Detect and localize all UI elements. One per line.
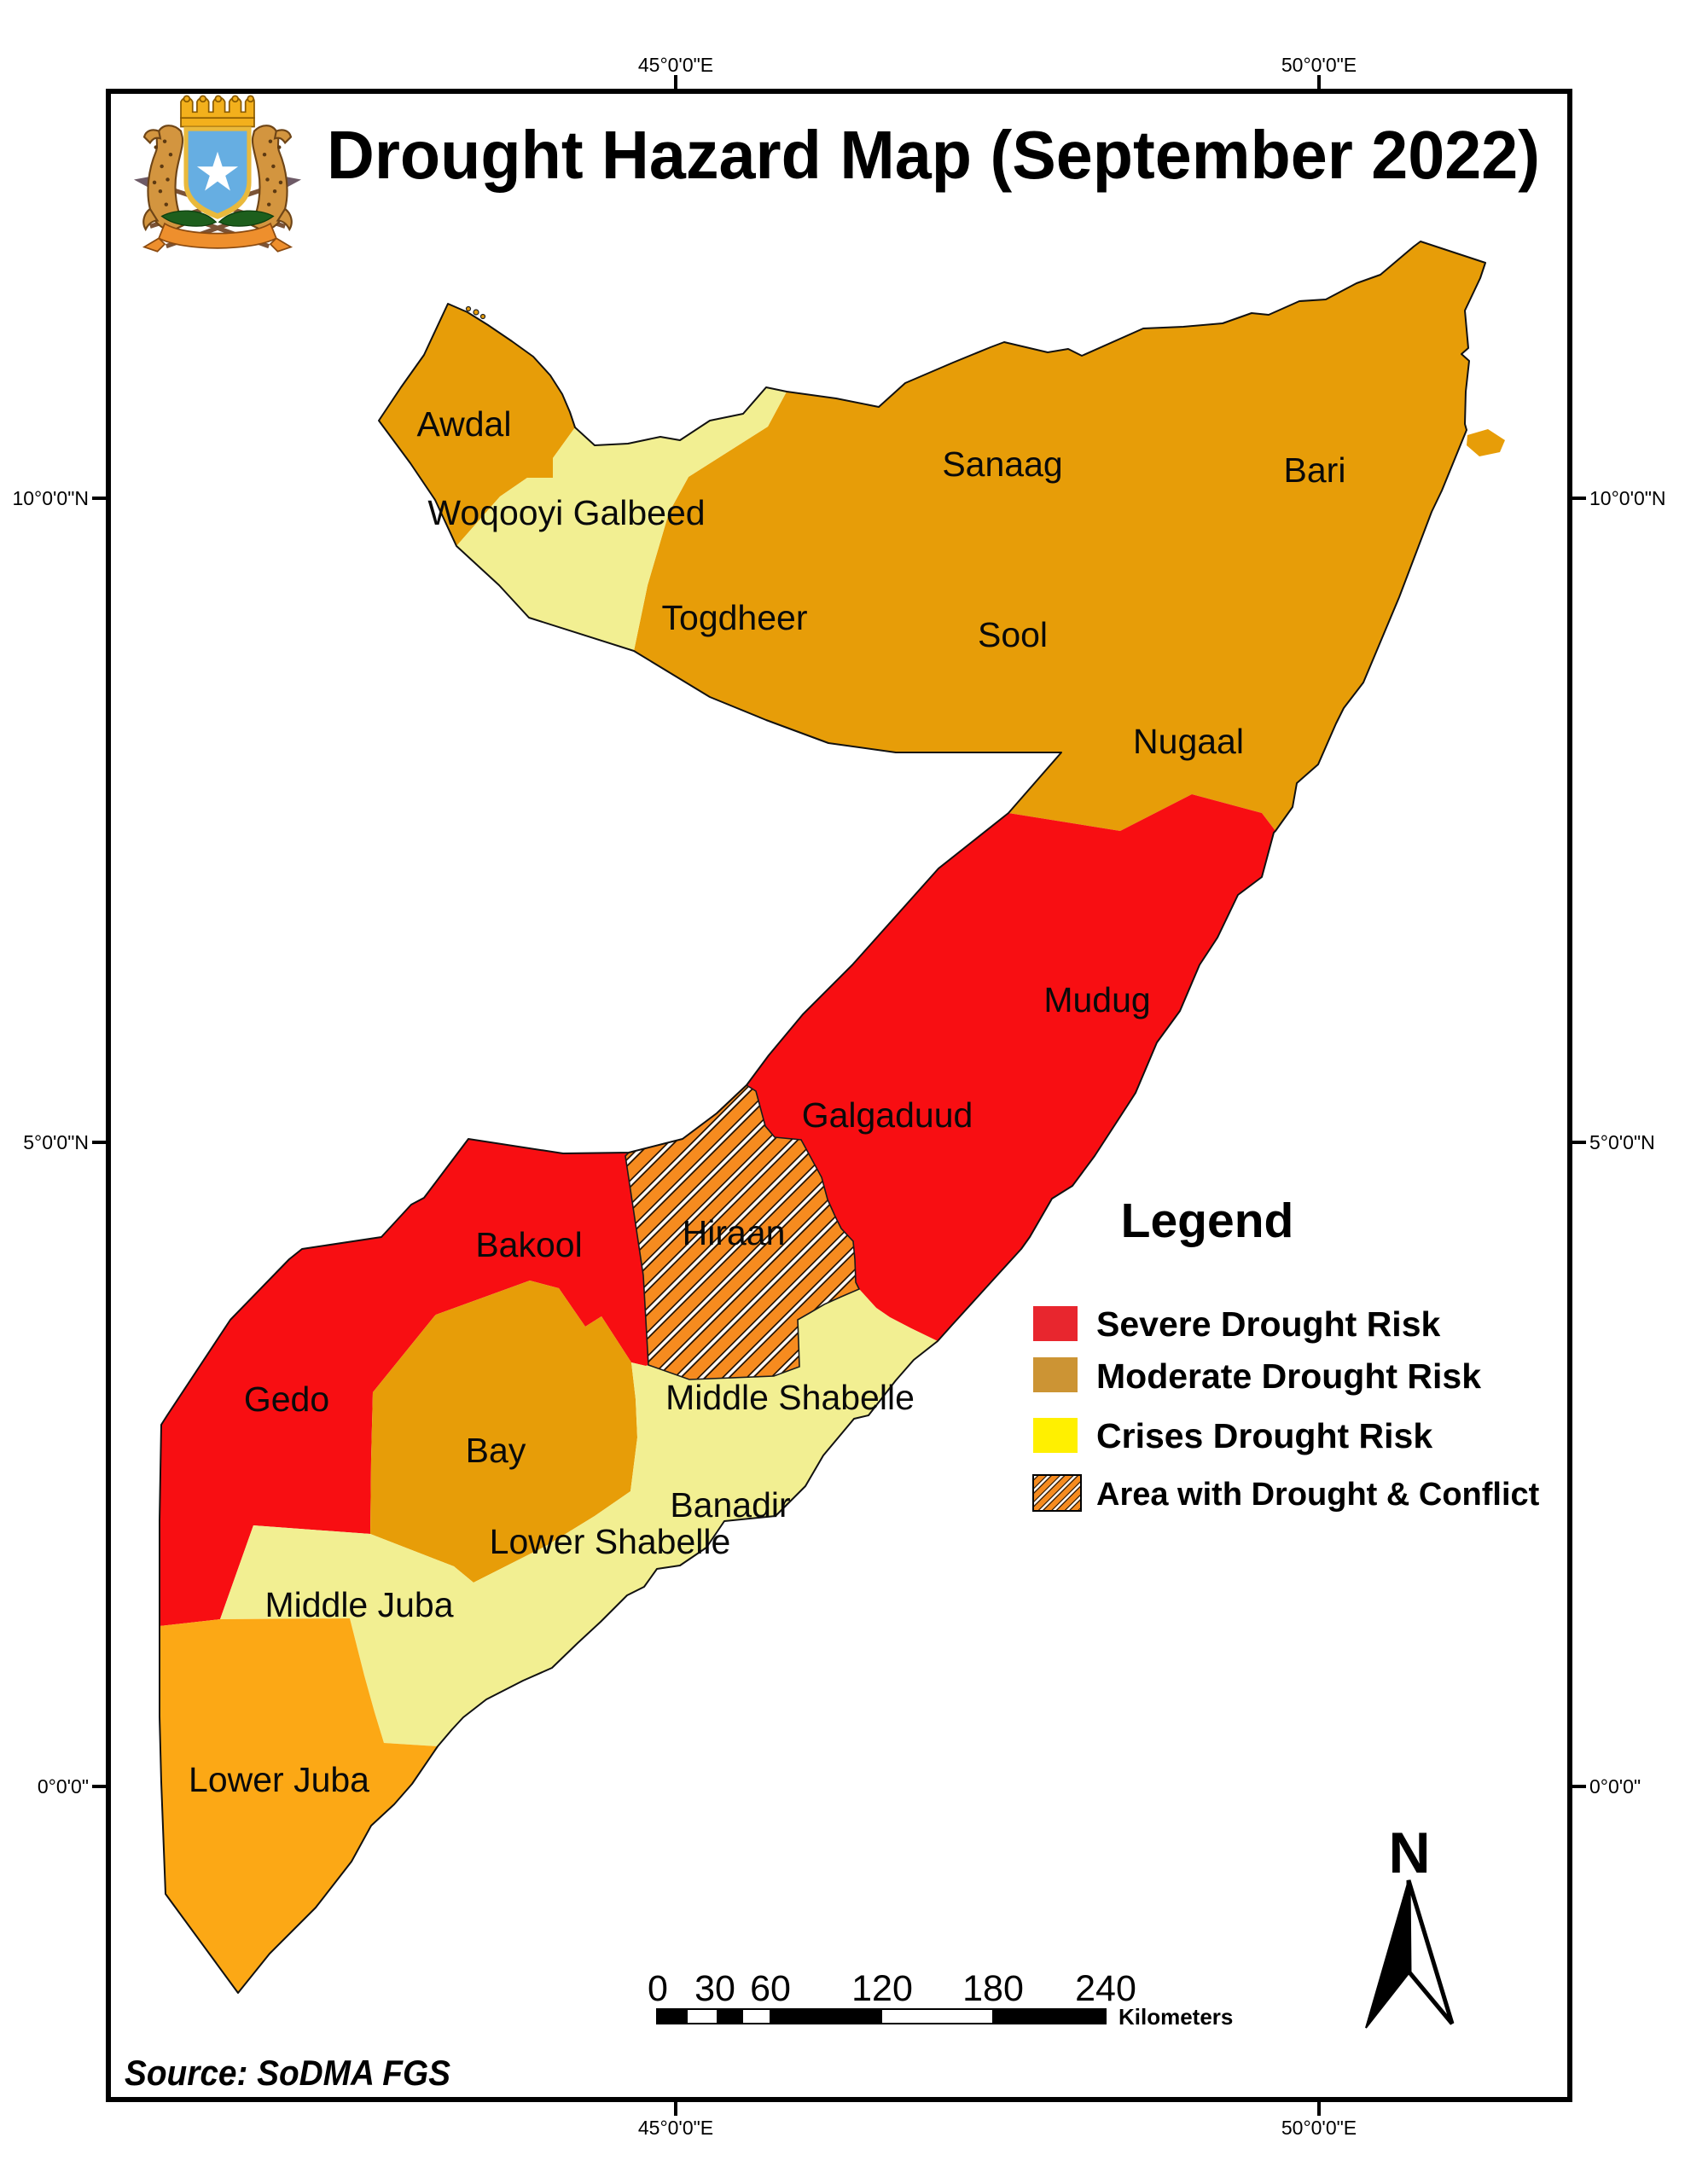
- svg-text:120: 120: [851, 1968, 913, 2009]
- svg-text:Severe Drought Risk: Severe Drought Risk: [1096, 1304, 1440, 1344]
- svg-text:Moderate Drought Risk: Moderate Drought Risk: [1096, 1356, 1481, 1396]
- svg-text:180: 180: [962, 1968, 1024, 2009]
- svg-text:Kilometers: Kilometers: [1118, 2004, 1233, 2030]
- svg-text:Legend: Legend: [1121, 1194, 1294, 1248]
- svg-text:Nugaal: Nugaal: [1133, 722, 1244, 761]
- svg-text:Middle Shabelle: Middle Shabelle: [665, 1378, 915, 1417]
- svg-text:240: 240: [1075, 1968, 1136, 2009]
- svg-text:45°0'0"E: 45°0'0"E: [638, 2117, 713, 2139]
- svg-text:5°0'0"N: 5°0'0"N: [23, 1131, 89, 1153]
- svg-text:Lower Shabelle: Lower Shabelle: [490, 1522, 731, 1561]
- svg-text:Bakool: Bakool: [475, 1225, 582, 1264]
- svg-text:5°0'0"N: 5°0'0"N: [1589, 1131, 1655, 1153]
- svg-text:Bay: Bay: [466, 1431, 526, 1470]
- svg-text:0: 0: [648, 1968, 668, 2009]
- svg-text:Galgaduud: Galgaduud: [802, 1095, 973, 1135]
- svg-text:30: 30: [694, 1968, 735, 2009]
- svg-text:Sool: Sool: [978, 615, 1048, 654]
- svg-text:50°0'0"E: 50°0'0"E: [1281, 2117, 1357, 2139]
- svg-text:10°0'0"N: 10°0'0"N: [12, 487, 89, 509]
- svg-text:Gedo: Gedo: [244, 1380, 329, 1419]
- svg-text:Awdal: Awdal: [417, 404, 512, 444]
- svg-text:Lower Juba: Lower Juba: [189, 1760, 369, 1799]
- svg-text:Source: SoDMA FGS: Source: SoDMA FGS: [125, 2053, 450, 2093]
- svg-text:Crises Drought Risk: Crises Drought Risk: [1096, 1416, 1432, 1455]
- svg-text:Banadir: Banadir: [670, 1485, 790, 1525]
- svg-text:Area with Drought & Conflict: Area with Drought & Conflict: [1096, 1477, 1540, 1513]
- svg-text:50°0'0"E: 50°0'0"E: [1281, 54, 1357, 76]
- svg-text:0°0'0": 0°0'0": [1589, 1775, 1641, 1798]
- svg-text:Mudug: Mudug: [1043, 980, 1150, 1019]
- svg-text:Woqooyi Galbeed: Woqooyi Galbeed: [427, 493, 705, 532]
- svg-text:N: N: [1388, 1821, 1430, 1885]
- svg-text:60: 60: [750, 1968, 791, 2009]
- svg-text:Middle Juba: Middle Juba: [264, 1585, 453, 1624]
- svg-text:Drought Hazard Map (September: Drought Hazard Map (September 2022): [327, 117, 1540, 193]
- svg-text:0°0'0": 0°0'0": [38, 1775, 89, 1798]
- svg-text:Togdheer: Togdheer: [662, 598, 808, 637]
- svg-text:10°0'0"N: 10°0'0"N: [1589, 487, 1666, 509]
- svg-text:45°0'0"E: 45°0'0"E: [638, 54, 713, 76]
- svg-text:Hiraan: Hiraan: [683, 1213, 786, 1252]
- svg-text:Bari: Bari: [1284, 450, 1346, 490]
- svg-text:Sanaag: Sanaag: [942, 444, 1062, 484]
